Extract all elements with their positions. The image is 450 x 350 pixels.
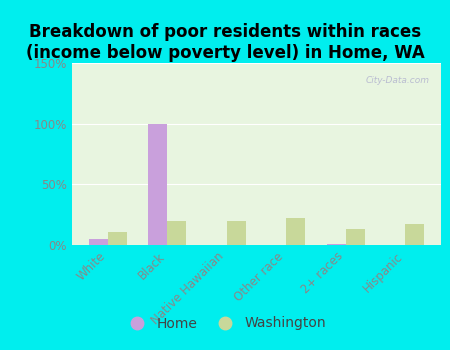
Bar	[108, 232, 127, 245]
Bar	[148, 124, 167, 245]
Bar	[327, 244, 346, 245]
Bar	[346, 229, 365, 245]
Text: City-Data.com: City-Data.com	[366, 76, 430, 85]
Text: Breakdown of poor residents within races
(income below poverty level) in Home, W: Breakdown of poor residents within races…	[26, 23, 424, 62]
Bar	[227, 221, 246, 245]
Legend: Home, Washington: Home, Washington	[118, 311, 332, 336]
Bar	[89, 239, 108, 245]
Bar	[167, 221, 186, 245]
Bar	[405, 224, 424, 245]
Bar	[286, 218, 305, 245]
